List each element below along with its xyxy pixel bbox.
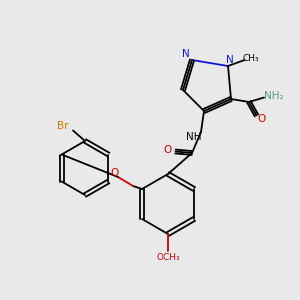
Text: O: O: [164, 145, 172, 155]
Text: Br: Br: [57, 121, 68, 131]
Text: OCH₃: OCH₃: [156, 254, 180, 262]
Text: NH₂: NH₂: [264, 91, 284, 101]
Text: NH: NH: [186, 131, 201, 142]
Text: O: O: [110, 167, 118, 178]
Text: N: N: [226, 55, 233, 65]
Text: O: O: [257, 113, 265, 124]
Text: N: N: [182, 49, 190, 59]
Text: CH₃: CH₃: [243, 54, 260, 63]
